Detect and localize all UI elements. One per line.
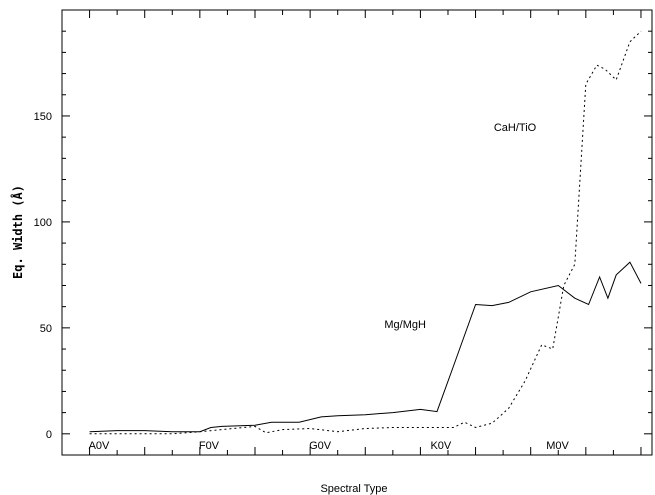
x-tick-label: F0V: [199, 440, 220, 452]
series-line: [89, 30, 642, 435]
x-tick-label: K0V: [430, 440, 451, 452]
x-tick-label: M0V: [546, 440, 569, 452]
ticks: [62, 10, 652, 455]
y-tick-label: 50: [40, 323, 52, 335]
series-labels: Mg/MgH CaH/TiO: [384, 122, 536, 331]
series-label: Mg/MgH: [384, 319, 426, 331]
x-tick-label: A0V: [89, 440, 110, 452]
y-tick-labels: 0 50 100 150: [34, 111, 52, 441]
x-tick-labels: A0V F0V G0V K0V M0V: [89, 440, 570, 452]
x-axis-title: Spectral Type: [320, 483, 387, 495]
y-axis-title: Eq. Width (Å): [10, 185, 25, 279]
x-tick-label: G0V: [309, 440, 332, 452]
y-tick-label: 0: [46, 429, 52, 441]
y-tick-label: 100: [34, 217, 52, 229]
series-line: [89, 261, 642, 433]
series-lines: [89, 30, 642, 435]
series-label: CaH/TiO: [494, 122, 537, 134]
y-tick-label: 150: [34, 111, 52, 123]
plot-frame: [61, 9, 653, 456]
